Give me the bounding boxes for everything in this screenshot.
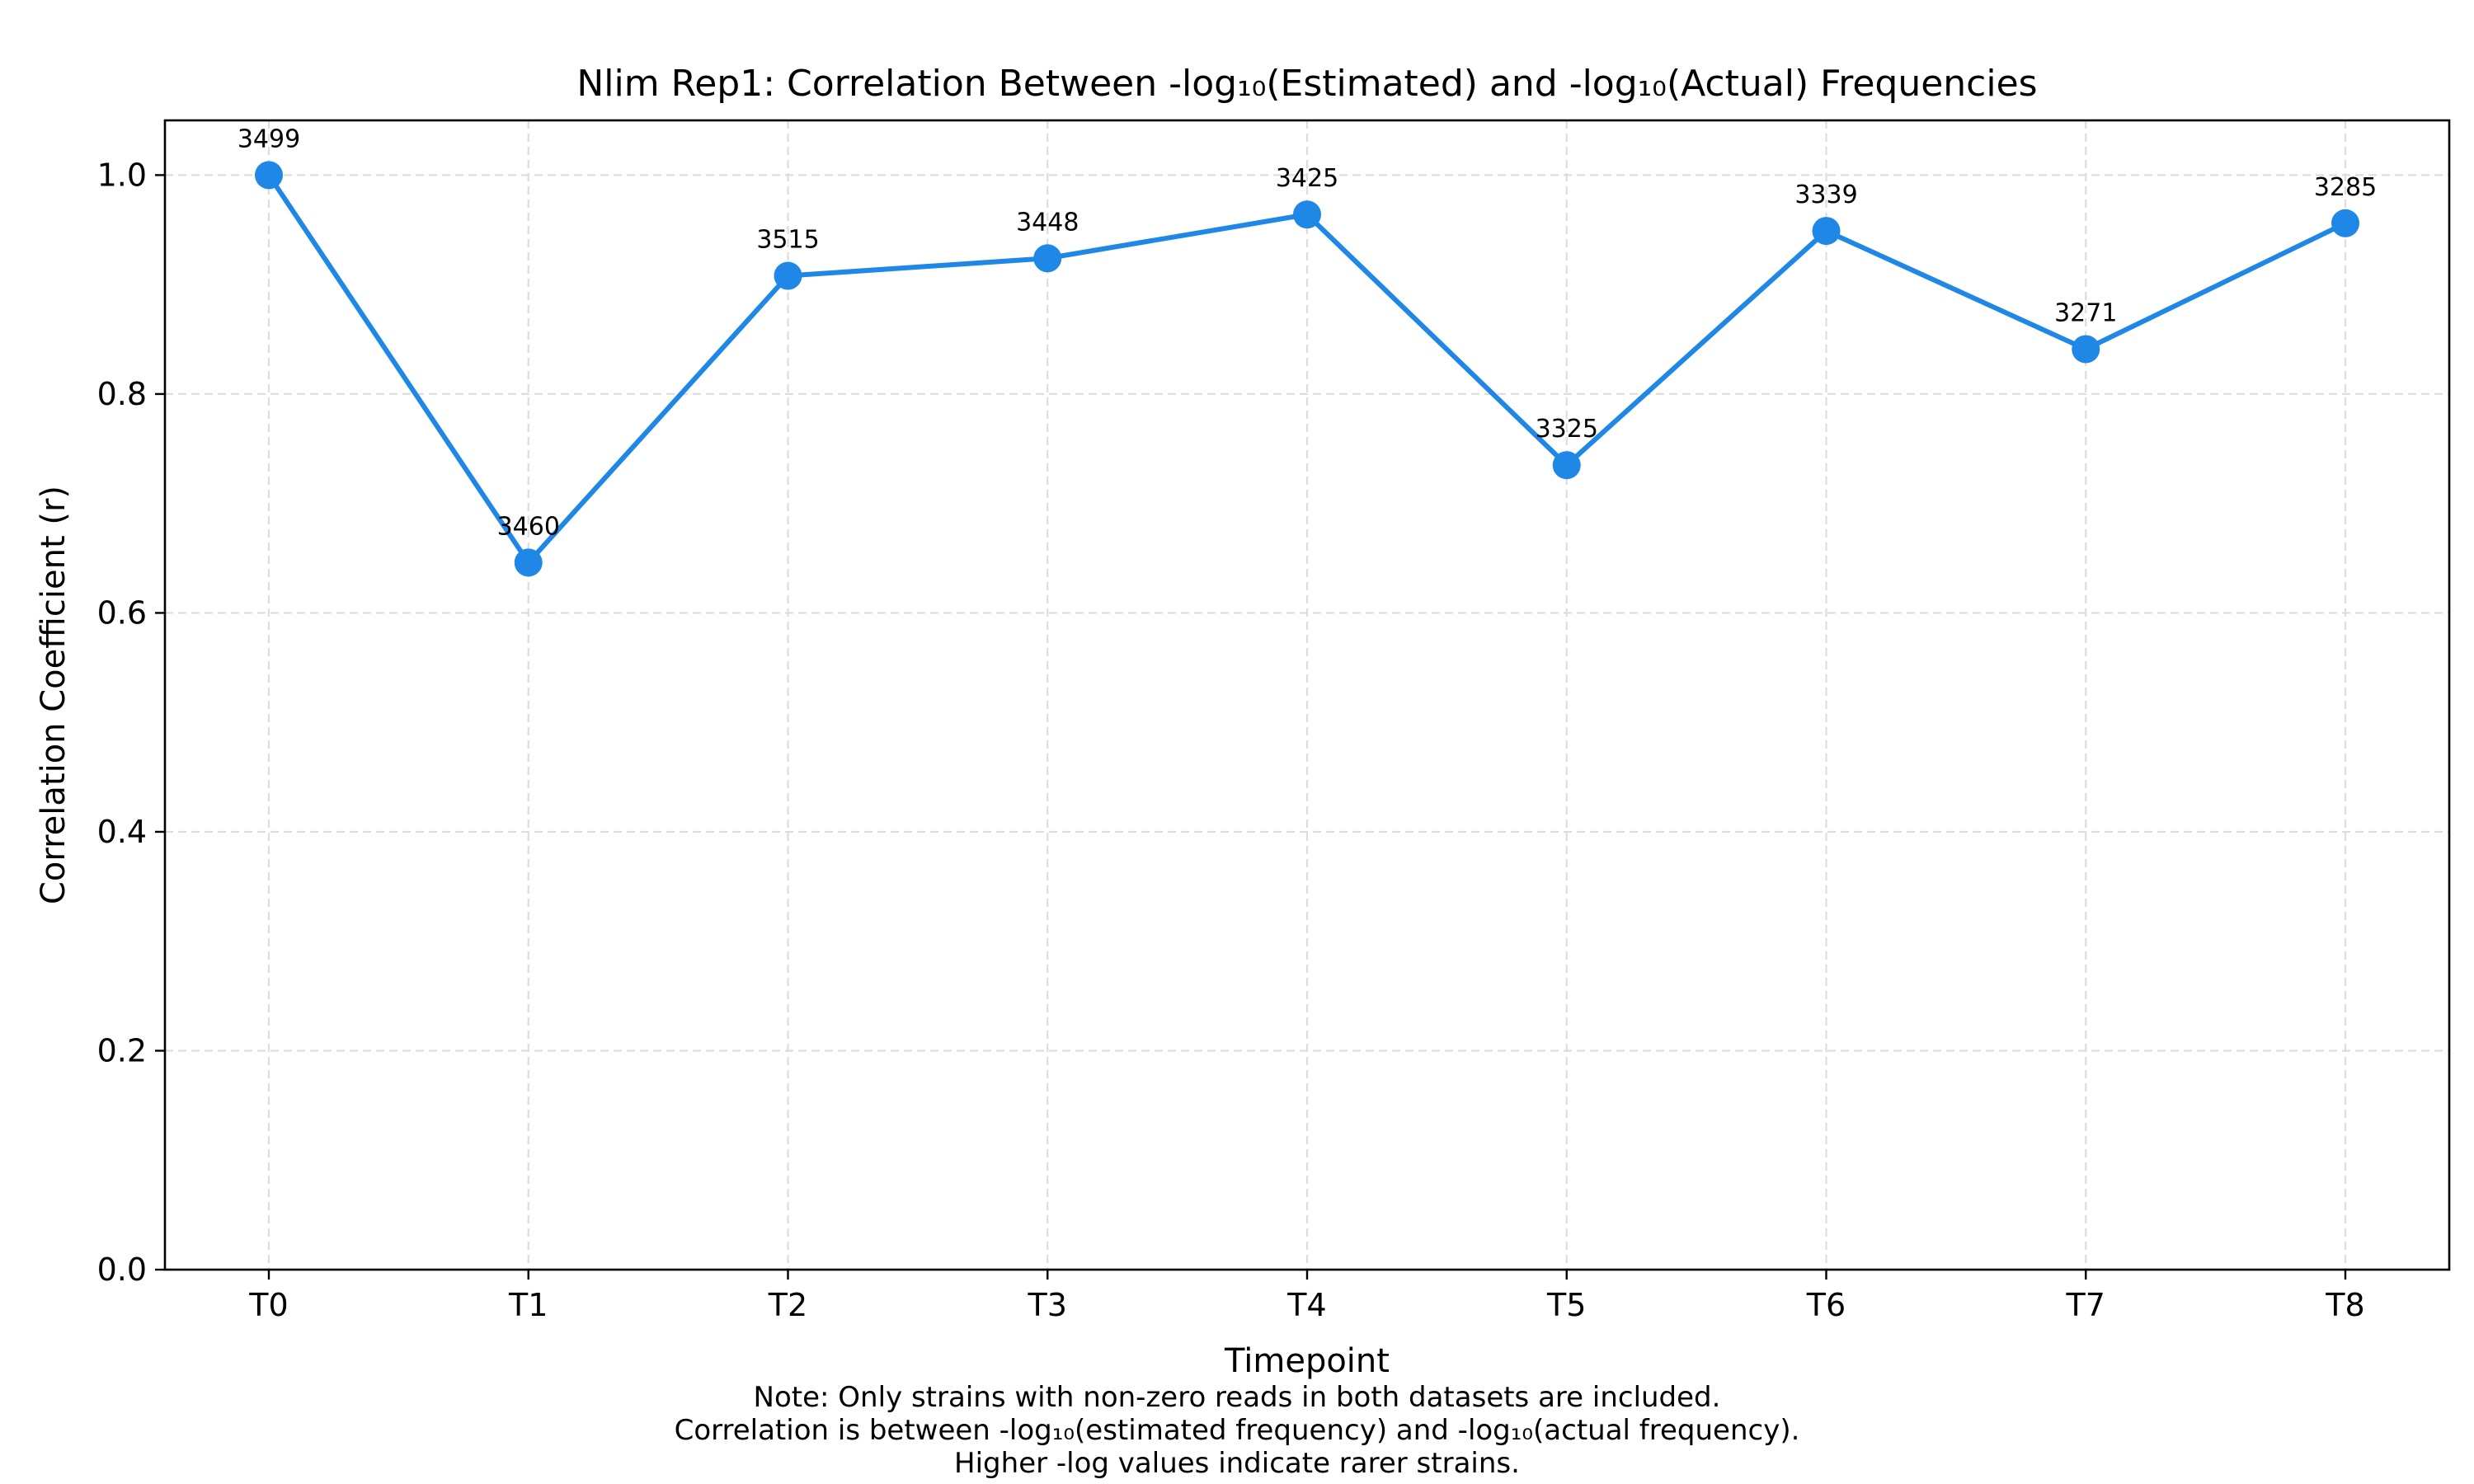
- data-point: [1033, 244, 1062, 273]
- data-labels: 3499 3460 3515 3448 3425 3325 3339 3271 3285: [238, 124, 2377, 541]
- data-label: 3425: [1276, 164, 1338, 193]
- x-tick-label: T7: [2066, 1287, 2105, 1323]
- x-tick-label: T2: [768, 1287, 807, 1323]
- data-point: [774, 261, 802, 290]
- x-tick-label: T6: [1806, 1287, 1846, 1323]
- data-point: [1552, 451, 1581, 480]
- x-tick-label: T5: [1546, 1287, 1586, 1323]
- x-axis-ticks: T0 T1 T2 T3 T4 T5 T6 T7 T8: [248, 1270, 2365, 1323]
- data-point: [255, 161, 283, 190]
- chart-title: Nlim Rep1: Correlation Between -log₁₀(Es…: [576, 63, 2037, 105]
- note-line-2: Correlation is between -log₁₀(estimated …: [675, 1414, 1800, 1447]
- data-label: 3325: [1536, 415, 1598, 444]
- data-label: 3460: [497, 512, 560, 541]
- y-tick-label: 0.6: [97, 594, 147, 631]
- x-axis-label: Timepoint: [1224, 1342, 1390, 1380]
- x-tick-label: T8: [2325, 1287, 2364, 1323]
- note-line-1: Note: Only strains with non-zero reads i…: [754, 1381, 1721, 1414]
- y-axis-label: Correlation Coefficient (r): [35, 486, 73, 904]
- data-point: [2331, 209, 2359, 237]
- y-tick-label: 0.0: [97, 1252, 147, 1288]
- x-tick-label: T0: [248, 1287, 288, 1323]
- y-tick-label: 0.2: [97, 1032, 147, 1068]
- data-label: 3339: [1794, 181, 1857, 209]
- y-tick-label: 0.4: [97, 814, 147, 850]
- data-point: [1812, 217, 1841, 246]
- y-tick-label: 0.8: [97, 376, 147, 412]
- data-label: 3499: [238, 124, 300, 153]
- data-point: [514, 548, 543, 577]
- data-label: 3448: [1016, 208, 1079, 237]
- y-tick-label: 1.0: [97, 157, 147, 193]
- data-label: 3515: [756, 226, 819, 255]
- note-line-3: Higher -log values indicate rarer strain…: [954, 1447, 1520, 1480]
- x-tick-label: T3: [1028, 1287, 1067, 1323]
- y-axis-ticks: 0.0 0.2 0.4 0.6 0.8 1.0: [97, 157, 165, 1288]
- data-label: 3271: [2054, 298, 2117, 327]
- data-points: [255, 161, 2359, 577]
- data-label: 3285: [2314, 173, 2377, 202]
- x-tick-label: T4: [1286, 1287, 1326, 1323]
- data-point: [2072, 335, 2100, 364]
- x-tick-label: T1: [508, 1287, 548, 1323]
- data-point: [1293, 200, 1321, 229]
- grid: [165, 120, 2449, 1271]
